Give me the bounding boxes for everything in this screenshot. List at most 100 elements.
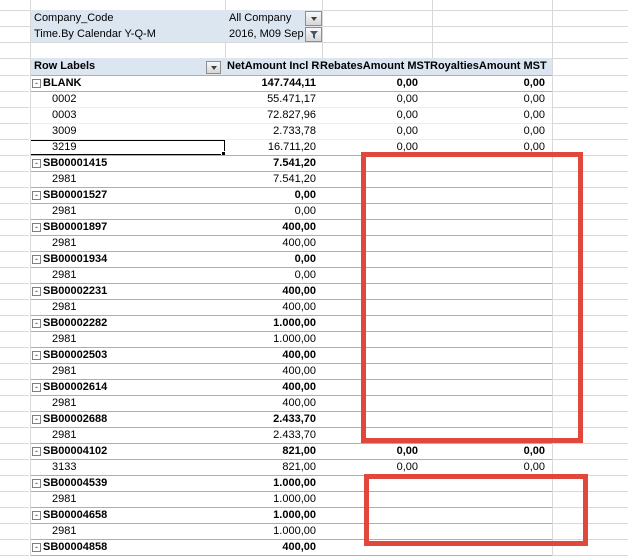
netamount-cell[interactable]: 55.471,17 (267, 93, 316, 105)
collapse-minus-icon[interactable]: - (32, 255, 41, 264)
netamount-cell[interactable]: 1.000,00 (273, 477, 316, 489)
row-label-cell[interactable]: 3009 (30, 124, 225, 139)
fill-handle[interactable] (221, 151, 225, 155)
row-label-cell[interactable]: 2981 (30, 492, 225, 507)
row-label-cell[interactable]: - SB00002503 (30, 348, 225, 363)
rebates-cell[interactable]: 0,00 (396, 445, 418, 457)
collapse-minus-icon[interactable]: - (32, 447, 41, 456)
table-row-SB00004102[interactable]: - SB00004102 821,00 0,00 0,00 (30, 444, 552, 460)
time-filter-button[interactable] (305, 27, 322, 42)
table-row-0002[interactable]: 0002 55.471,17 0,00 0,00 (30, 92, 552, 108)
table-row-3133[interactable]: 3133 821,00 0,00 0,00 (30, 460, 552, 476)
royalties-cell[interactable]: 0,00 (523, 141, 545, 153)
table-row-SB00002503[interactable]: - SB00002503 400,00 (30, 348, 552, 364)
filter-value-time[interactable]: 2016, M09 Sep (225, 26, 322, 42)
row-label-cell[interactable]: 2981 (30, 428, 225, 443)
row-label-cell[interactable]: 2981 (30, 268, 225, 283)
row-label-cell[interactable]: 2981 (30, 364, 225, 379)
royalties-cell[interactable]: 0,00 (523, 93, 545, 105)
column-header-rebates[interactable]: RebatesAmount MST (320, 60, 430, 72)
table-row-SB00002688[interactable]: - SB00002688 2.433,70 (30, 412, 552, 428)
column-header-netamount[interactable]: NetAmount Incl Re (227, 60, 320, 72)
filter-value-company-code[interactable]: All Company (225, 10, 322, 26)
netamount-cell[interactable]: 2.433,70 (273, 429, 316, 441)
row-label-cell[interactable]: 2981 (30, 332, 225, 347)
table-row-2981[interactable]: 2981 0,00 (30, 204, 552, 220)
rebates-cell[interactable]: 0,00 (396, 125, 418, 137)
netamount-cell[interactable]: 821,00 (282, 461, 316, 473)
table-row-2981[interactable]: 2981 2.433,70 (30, 428, 552, 444)
netamount-cell[interactable]: 0,00 (294, 205, 316, 217)
collapse-minus-icon[interactable]: - (32, 191, 41, 200)
column-header-royalties[interactable]: RoyaltiesAmount MST (430, 60, 547, 72)
netamount-cell[interactable]: 400,00 (282, 285, 316, 297)
row-label-cell[interactable]: 0002 (30, 92, 225, 107)
netamount-cell[interactable]: 400,00 (282, 221, 316, 233)
netamount-cell[interactable]: 1.000,00 (273, 333, 316, 345)
table-row-2981[interactable]: 2981 1.000,00 (30, 492, 552, 508)
row-label-cell[interactable]: 2981 (30, 172, 225, 187)
table-row-SB00001415[interactable]: - SB00001415 7.541,20 (30, 156, 552, 172)
netamount-cell[interactable]: 1.000,00 (273, 493, 316, 505)
row-label-cell[interactable]: - SB00002614 (30, 380, 225, 395)
royalties-cell[interactable]: 0,00 (523, 109, 545, 121)
rebates-cell[interactable]: 0,00 (396, 109, 418, 121)
table-row-2981[interactable]: 2981 400,00 (30, 364, 552, 380)
netamount-cell[interactable]: 7.541,20 (273, 157, 316, 169)
row-label-cell[interactable]: - SB00002688 (30, 412, 225, 427)
netamount-cell[interactable]: 400,00 (282, 349, 316, 361)
netamount-cell[interactable]: 72.827,96 (267, 109, 316, 121)
row-labels-dropdown-button[interactable] (206, 61, 221, 74)
row-label-cell[interactable]: 2981 (30, 524, 225, 539)
row-label-cell[interactable]: 2981 (30, 204, 225, 219)
netamount-cell[interactable]: 400,00 (282, 237, 316, 249)
collapse-minus-icon[interactable]: - (32, 287, 41, 296)
table-row-SB00002282[interactable]: - SB00002282 1.000,00 (30, 316, 552, 332)
table-row-2981[interactable]: 2981 7.541,20 (30, 172, 552, 188)
royalties-cell[interactable]: 0,00 (523, 125, 545, 137)
table-row-2981[interactable]: 2981 1.000,00 (30, 524, 552, 540)
row-label-cell[interactable]: - SB00001415 (30, 156, 225, 171)
netamount-cell[interactable]: 2.433,70 (273, 413, 316, 425)
collapse-minus-icon[interactable]: - (32, 383, 41, 392)
netamount-cell[interactable]: 821,00 (282, 445, 316, 457)
table-row-SB00001934[interactable]: - SB00001934 0,00 (30, 252, 552, 268)
table-row-SB00002231[interactable]: - SB00002231 400,00 (30, 284, 552, 300)
netamount-cell[interactable]: 0,00 (294, 189, 316, 201)
royalties-cell[interactable]: 0,00 (523, 461, 545, 473)
row-label-cell[interactable]: - SB00001527 (30, 188, 225, 203)
row-label-cell[interactable]: - BLANK (30, 76, 225, 91)
netamount-cell[interactable]: 1.000,00 (273, 509, 316, 521)
rebates-cell[interactable]: 0,00 (396, 461, 418, 473)
row-label-cell[interactable]: - SB00002231 (30, 284, 225, 299)
table-row-SB00002614[interactable]: - SB00002614 400,00 (30, 380, 552, 396)
netamount-cell[interactable]: 400,00 (282, 381, 316, 393)
royalties-cell[interactable]: 0,00 (523, 445, 545, 457)
row-label-cell[interactable]: 3219 (30, 140, 225, 155)
row-label-cell[interactable]: - SB00004539 (30, 476, 225, 491)
netamount-cell[interactable]: 2.733,78 (273, 125, 316, 137)
netamount-cell[interactable]: 7.541,20 (273, 173, 316, 185)
row-label-cell[interactable]: 2981 (30, 396, 225, 411)
netamount-cell[interactable]: 1.000,00 (273, 317, 316, 329)
table-row-SB00004539[interactable]: - SB00004539 1.000,00 (30, 476, 552, 492)
table-row-2981[interactable]: 2981 400,00 (30, 396, 552, 412)
table-row-SB00001527[interactable]: - SB00001527 0,00 (30, 188, 552, 204)
collapse-minus-icon[interactable]: - (32, 543, 41, 552)
netamount-cell[interactable]: 0,00 (294, 253, 316, 265)
table-row-BLANK[interactable]: - BLANK 147.744,11 0,00 0,00 (30, 76, 552, 92)
table-row-2981[interactable]: 2981 1.000,00 (30, 332, 552, 348)
netamount-cell[interactable]: 400,00 (282, 397, 316, 409)
row-label-cell[interactable]: - SB00001897 (30, 220, 225, 235)
row-label-cell[interactable]: 2981 (30, 236, 225, 251)
collapse-minus-icon[interactable]: - (32, 319, 41, 328)
netamount-cell[interactable]: 400,00 (282, 541, 316, 553)
netamount-cell[interactable]: 147.744,11 (261, 77, 316, 89)
table-row-0003[interactable]: 0003 72.827,96 0,00 0,00 (30, 108, 552, 124)
table-row-3009[interactable]: 3009 2.733,78 0,00 0,00 (30, 124, 552, 140)
collapse-minus-icon[interactable]: - (32, 223, 41, 232)
rebates-cell[interactable]: 0,00 (396, 93, 418, 105)
collapse-minus-icon[interactable]: - (32, 79, 41, 88)
row-label-cell[interactable]: - SB00002282 (30, 316, 225, 331)
table-row-SB00001897[interactable]: - SB00001897 400,00 (30, 220, 552, 236)
